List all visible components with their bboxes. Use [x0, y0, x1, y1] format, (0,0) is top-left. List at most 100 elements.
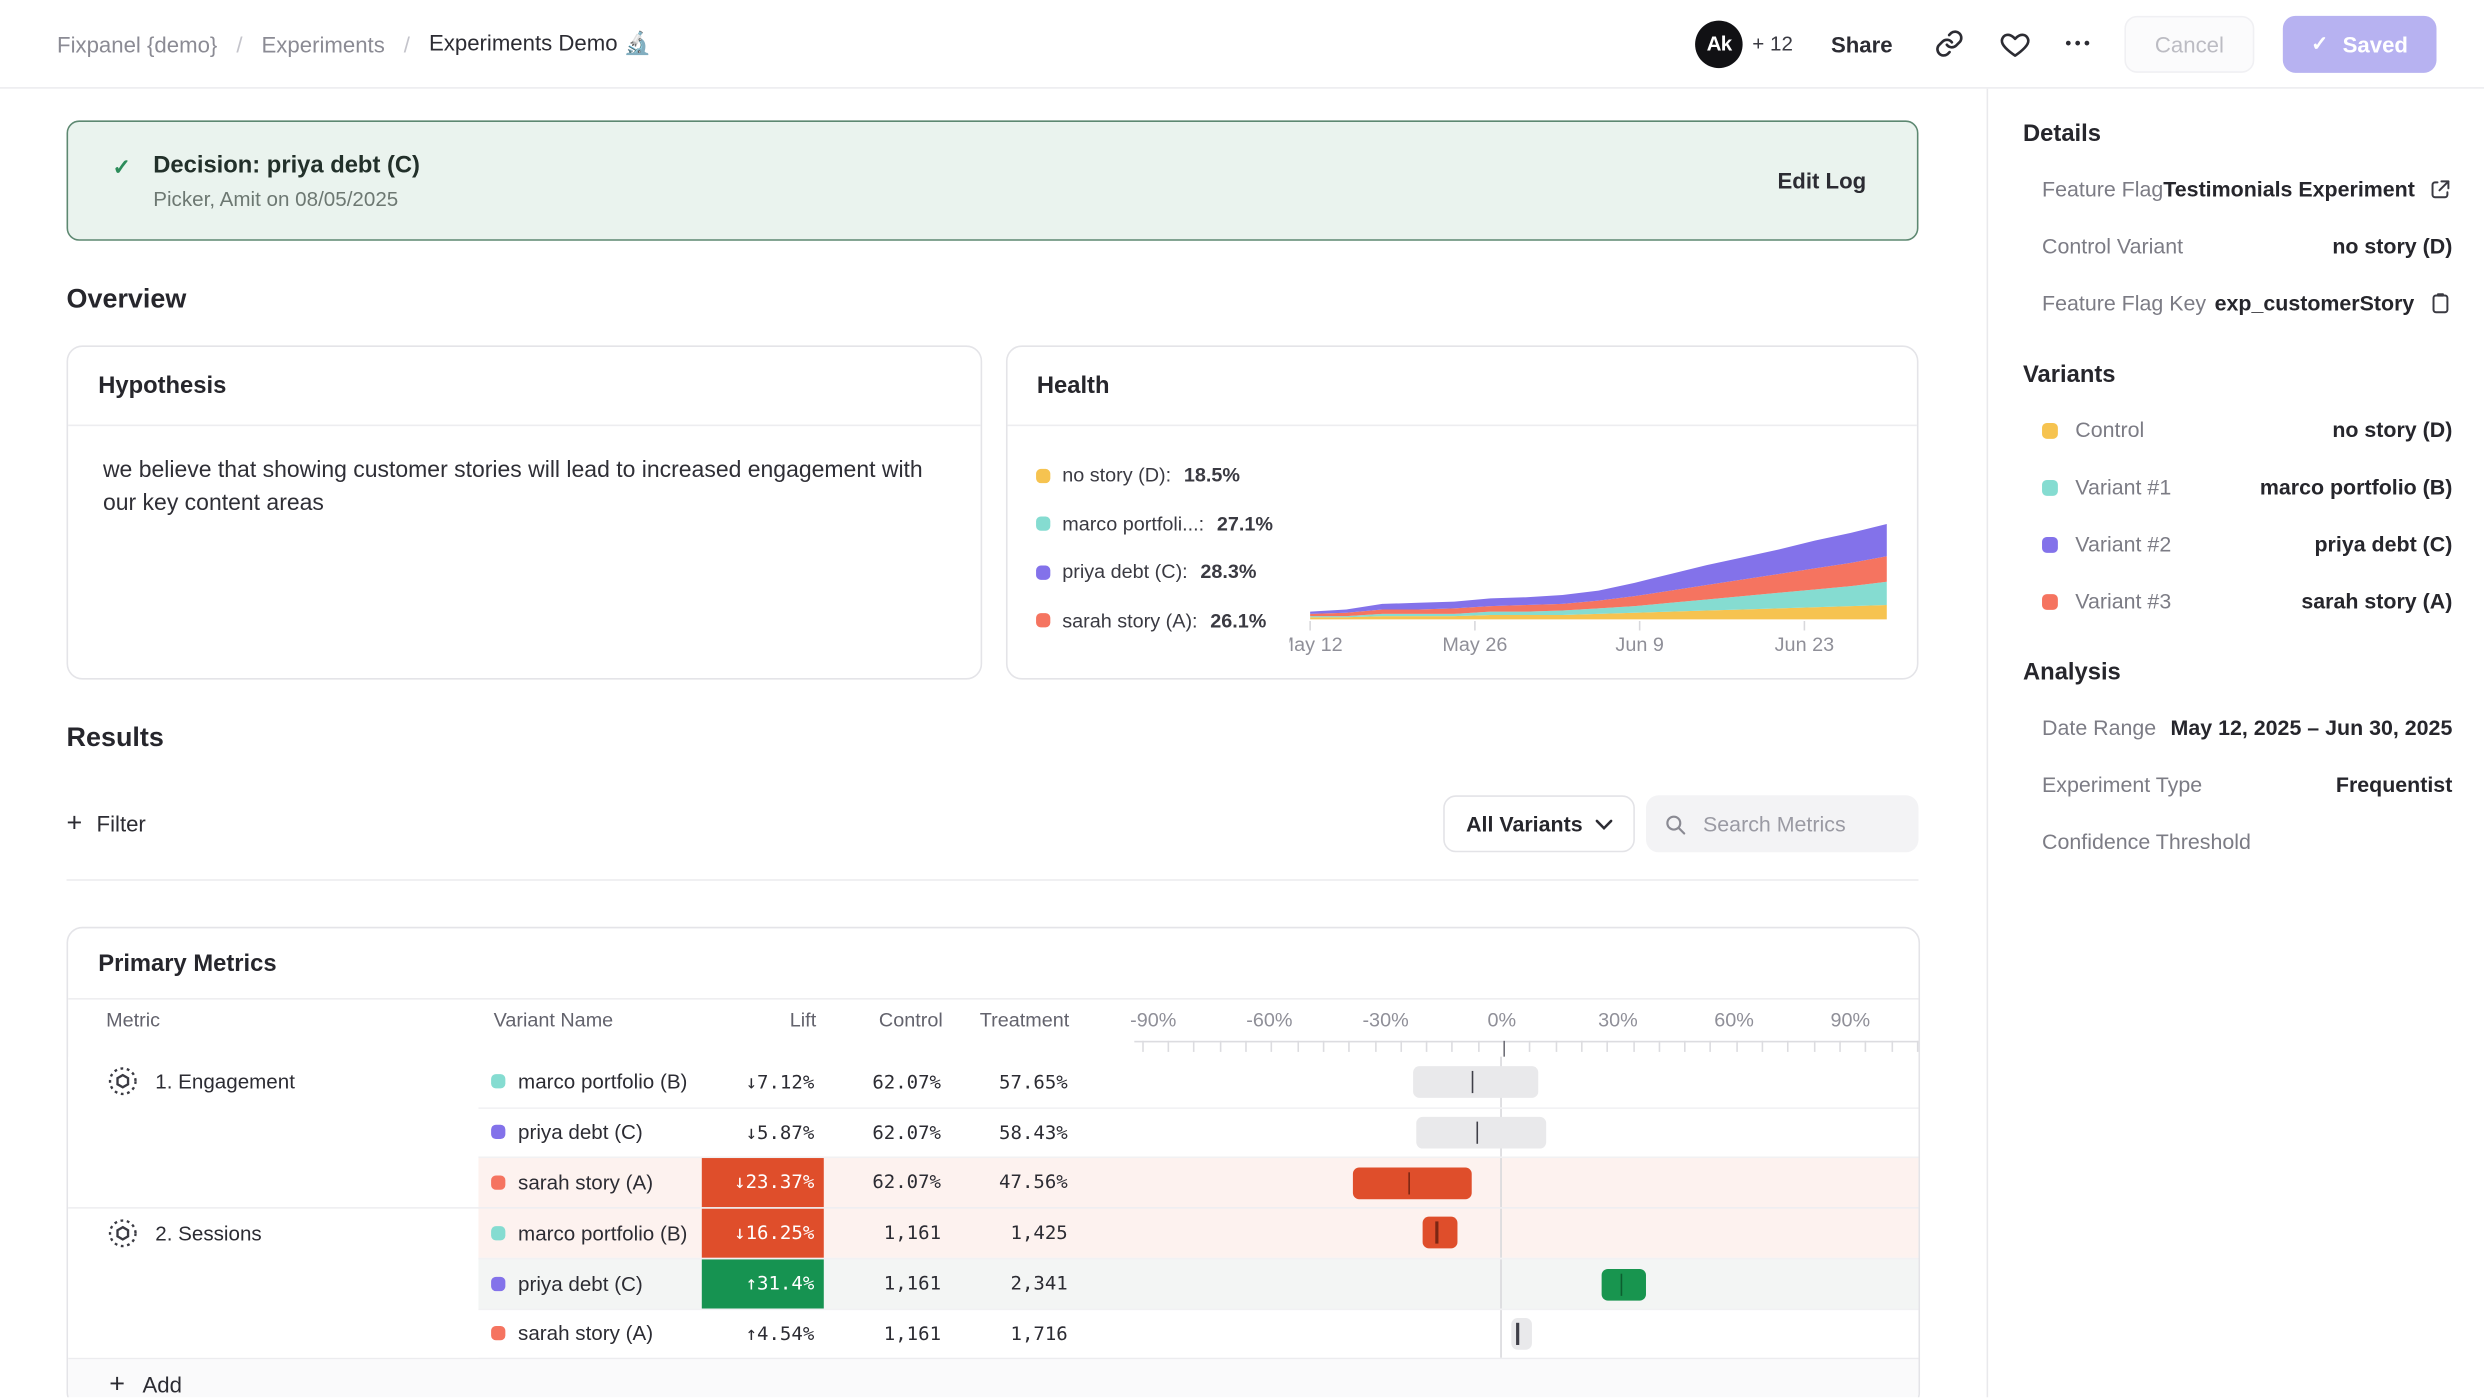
detail-value: no story (D) [2183, 234, 2452, 258]
breadcrumb-separator: / [236, 31, 242, 56]
search-metrics-input[interactable] [1700, 810, 1896, 837]
variant-swatch [2042, 422, 2058, 438]
table-row[interactable]: 1. Engagement marco portfolio (B) ↓7.12%… [68, 1057, 1918, 1107]
table-row[interactable]: sarah story (A) ↑4.54% 1,161 1,716 [68, 1308, 1918, 1358]
control-cell: 1,161 [824, 1259, 951, 1307]
table-header: Metric Variant Name Lift Control Treatme… [68, 1000, 1918, 1041]
lift-cell: ↑31.4% [702, 1259, 824, 1307]
control-cell: 1,161 [824, 1208, 951, 1258]
lift-cell: ↑4.54% [702, 1309, 824, 1357]
legend-value: 27.1% [1217, 512, 1273, 534]
breadcrumb-separator: / [404, 31, 410, 56]
decision-subtitle: Picker, Amit on 08/05/2025 [153, 186, 420, 210]
variant-value: no story (D) [2144, 418, 2452, 442]
collaborators-count[interactable]: + 12 [1752, 32, 1793, 56]
confidence-interval-bar [1413, 1065, 1539, 1097]
control-cell: 1,161 [824, 1309, 951, 1357]
confidence-interval-bar [1512, 1318, 1531, 1350]
legend-item: sarah story (A):26.1% [1035, 609, 1263, 631]
treatment-cell: 1,716 [951, 1309, 1078, 1357]
legend-label: priya debt (C): [1062, 561, 1187, 583]
variant-name: priya debt (C) [518, 1272, 643, 1296]
variant-swatch [2042, 536, 2058, 552]
svg-text:Jun 9: Jun 9 [1615, 634, 1663, 656]
axis-tick-label: -30% [1362, 1009, 1408, 1031]
health-stacked-area-chart: May 12May 26Jun 9Jun 23 [1289, 426, 1907, 664]
metric-name: 1. Engagement [155, 1070, 295, 1094]
legend-value: 26.1% [1210, 609, 1266, 631]
health-card: Health no story (D):18.5% marco portfoli… [1005, 345, 1918, 679]
variants-dropdown[interactable]: All Variants [1444, 795, 1635, 852]
add-filter-button[interactable]: + Filter [67, 808, 146, 840]
legend-item: no story (D):18.5% [1035, 464, 1263, 486]
breadcrumb-experiments[interactable]: Experiments [262, 31, 385, 56]
column-header-control: Control [826, 1009, 953, 1031]
table-row[interactable]: 2. Sessions marco portfolio (B) ↓16.25% … [68, 1206, 1918, 1257]
column-header-treatment: Treatment [952, 1009, 1079, 1031]
external-link-icon[interactable] [2429, 177, 2453, 201]
legend-value: 18.5% [1184, 464, 1240, 486]
confidence-interval-bar [1601, 1268, 1646, 1300]
breadcrumb-project[interactable]: Fixpanel {demo} [57, 31, 217, 56]
variant-row: Variant #1 marco portfolio (B) [2023, 472, 2452, 502]
analysis-value: Frequentist [2202, 773, 2452, 797]
confidence-interval-bar [1353, 1167, 1471, 1199]
ci-ruler [68, 1041, 1918, 1057]
share-button[interactable]: Share [1821, 29, 1902, 58]
variant-swatch [491, 1074, 505, 1088]
axis-tick-label: -60% [1246, 1009, 1292, 1031]
legend-item: priya debt (C): 28.3% [1035, 561, 1263, 583]
variant-row: Variant #2 priya debt (C) [2023, 529, 2452, 559]
lift-cell: ↓16.25% [702, 1208, 824, 1258]
breadcrumb-current-page: Experiments Demo 🔬 [429, 30, 651, 57]
detail-label: Control Variant [2042, 234, 2183, 258]
edit-log-button[interactable]: Edit Log [1768, 166, 1876, 195]
axis-tick-label: 60% [1714, 1009, 1754, 1031]
table-row[interactable]: priya debt (C) ↑31.4% 1,161 2,341 [68, 1258, 1918, 1308]
ci-cell [1077, 1108, 1918, 1156]
variant-swatch [2042, 593, 2058, 609]
table-row[interactable]: priya debt (C) ↓5.87% 62.07% 58.43% [68, 1107, 1918, 1157]
column-header-metric: Metric [68, 1009, 481, 1031]
analysis-value: May 12, 2025 – Jun 30, 2025 [2156, 716, 2452, 740]
variant-swatch [491, 1125, 505, 1139]
add-metric-button[interactable]: + Add [68, 1358, 1918, 1398]
variants-section: Variants Control no story (D) Variant #1… [2023, 361, 2452, 616]
axis-tick-label: 30% [1598, 1009, 1638, 1031]
saved-button[interactable]: ✓ Saved [2283, 15, 2437, 72]
treatment-cell: 47.56% [951, 1158, 1078, 1206]
variant-value: marco portfolio (B) [2171, 475, 2452, 499]
treatment-cell: 1,425 [951, 1208, 1078, 1258]
column-header-variant: Variant Name [481, 1009, 704, 1031]
analysis-heading: Analysis [2023, 659, 2452, 686]
variant-label: Variant #2 [2075, 532, 2171, 556]
hypothesis-text: we believe that showing customer stories… [103, 455, 945, 520]
cancel-button[interactable]: Cancel [2125, 15, 2254, 72]
decision-check-icon: ✓ [112, 153, 131, 180]
copy-link-icon[interactable] [1931, 25, 1967, 61]
divider [67, 879, 1919, 881]
copy-clipboard-icon[interactable] [2429, 291, 2453, 315]
legend-value: 28.3% [1200, 561, 1256, 583]
favorite-heart-icon[interactable] [1996, 25, 2034, 63]
avatar[interactable]: Ak [1695, 20, 1743, 68]
metric-icon [106, 1065, 139, 1098]
confidence-interval-bar [1417, 1117, 1547, 1149]
breadcrumb: Fixpanel {demo} / Experiments / Experime… [57, 30, 651, 57]
variant-swatch [491, 1276, 505, 1290]
legend-swatch [1035, 613, 1049, 627]
variant-row: Control no story (D) [2023, 415, 2452, 445]
app-window: Fixpanel {demo} / Experiments / Experime… [0, 0, 2484, 1397]
ci-axis-header: -90% -60% -30% 0% 30% 60% 90% [1079, 1000, 1919, 1041]
variant-row: Variant #3 sarah story (A) [2023, 586, 2452, 616]
details-heading: Details [2023, 120, 2452, 147]
search-metrics-box[interactable] [1646, 795, 1918, 852]
more-menu-icon[interactable]: ••• [2062, 31, 2096, 56]
treatment-cell: 57.65% [951, 1057, 1078, 1107]
details-section: Details Feature Flag Testimonials Experi… [2023, 120, 2452, 318]
detail-row: Control Variant no story (D) [2023, 231, 2452, 261]
health-legend: no story (D):18.5% marco portfoli...:27.… [1007, 426, 1264, 679]
column-header-lift: Lift [704, 1009, 826, 1031]
table-row[interactable]: sarah story (A) ↓23.37% 62.07% 47.56% [68, 1156, 1918, 1206]
ci-cell [1077, 1057, 1918, 1107]
